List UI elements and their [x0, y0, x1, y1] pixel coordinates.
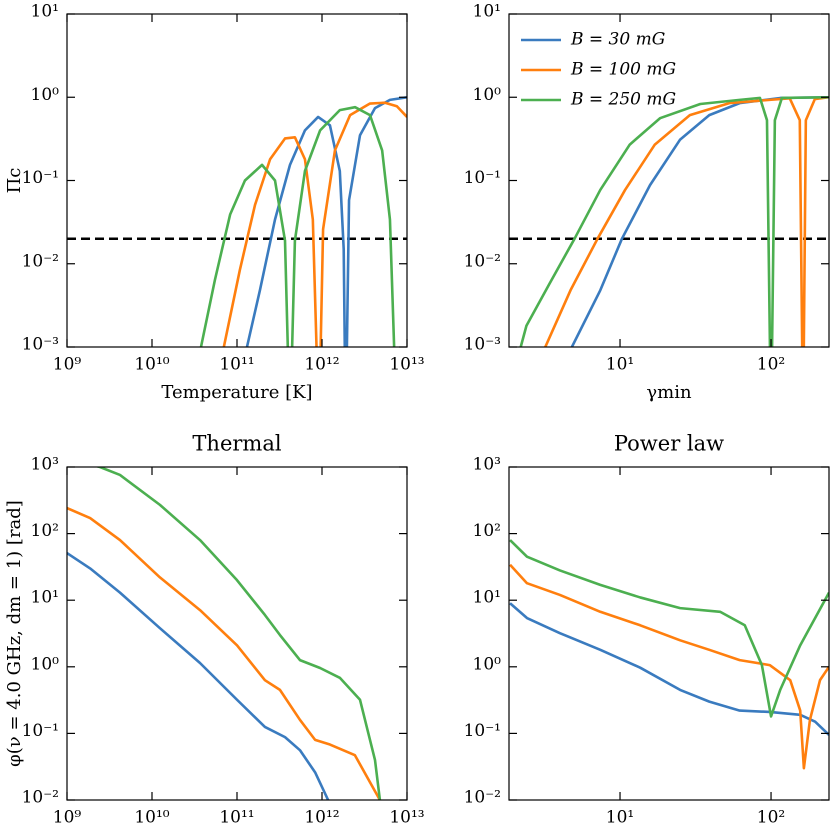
y-tick-label: 10¹: [31, 588, 59, 608]
y-tick-label: 10⁻¹: [22, 168, 59, 188]
series-line: [509, 539, 829, 718]
x-tick-label: 10¹³: [389, 355, 424, 375]
y-tick-label: 10¹: [473, 588, 501, 608]
legend-label: B = 250 mG: [570, 90, 676, 110]
x-tick-label: 10¹³: [389, 808, 424, 826]
x-tick-label: 10¹²: [304, 808, 339, 826]
y-tick-label: 10⁻²: [464, 788, 501, 808]
y-tick-label: 10³: [31, 455, 59, 475]
y-tick-label: 10³: [473, 455, 501, 475]
y-tick-label: 10⁰: [473, 654, 502, 674]
x-tick-label: 10¹⁰: [134, 808, 169, 826]
plot-area: [67, 95, 407, 347]
x-tick-label: 10¹: [606, 355, 634, 375]
legend-label: B = 100 mG: [570, 60, 676, 80]
y-tick-label: 10¹: [31, 2, 59, 22]
series-line: [509, 602, 829, 736]
plot-area: [67, 467, 382, 800]
series-line: [67, 506, 382, 800]
y-tick-label: 10²: [31, 521, 59, 541]
y-tick-label: 10⁰: [473, 85, 502, 105]
series-line: [544, 95, 829, 347]
x-axis-label: Temperature [K]: [161, 382, 312, 403]
series-line: [519, 95, 829, 347]
series-line: [94, 467, 382, 800]
y-tick-label: 10⁻²: [464, 251, 501, 271]
x-tick-label: 10¹¹: [219, 355, 254, 375]
plot-area: [509, 539, 829, 770]
series-line: [67, 551, 330, 800]
y-axis-label: φ(ν = 4.0 GHz, dm = 1) [rad]: [4, 500, 25, 767]
x-tick-label: 10²: [757, 808, 785, 826]
x-tick-label: 10¹²: [304, 355, 339, 375]
y-tick-label: 10⁻²: [22, 788, 59, 808]
y-tick-label: 10⁻³: [22, 335, 59, 355]
y-tick-label: 10⁻¹: [22, 721, 59, 741]
x-tick-label: 10⁹: [53, 355, 82, 375]
axes-title: Thermal: [192, 432, 281, 456]
plot-area: [509, 95, 829, 347]
axes-frame: [66, 13, 408, 348]
x-tick-label: 10¹⁰: [134, 355, 169, 375]
axes-title: Power law: [614, 432, 724, 456]
y-tick-label: 10⁻²: [22, 251, 59, 271]
x-tick-label: 10⁹: [53, 808, 82, 826]
series-line: [222, 101, 407, 347]
y-tick-label: 10²: [473, 521, 501, 541]
x-tick-label: 10¹: [606, 808, 634, 826]
series-line: [570, 95, 829, 347]
y-tick-label: 10⁻¹: [464, 168, 501, 188]
x-axis-label: γmin: [646, 382, 692, 403]
y-tick-label: 10¹: [473, 2, 501, 22]
y-tick-label: 10⁻³: [464, 335, 501, 355]
legend-label: B = 30 mG: [570, 30, 665, 50]
x-tick-label: 10¹¹: [219, 808, 254, 826]
y-axis-label: Πc: [4, 168, 25, 194]
axes-frame: [66, 466, 408, 801]
series-line: [509, 563, 829, 770]
x-tick-label: 10²: [757, 355, 785, 375]
axes-frame: [508, 466, 830, 801]
y-tick-label: 10⁰: [31, 85, 60, 105]
series-line: [245, 95, 407, 347]
series-line: [199, 105, 396, 347]
y-tick-label: 10⁰: [31, 654, 60, 674]
y-tick-label: 10⁻¹: [464, 721, 501, 741]
